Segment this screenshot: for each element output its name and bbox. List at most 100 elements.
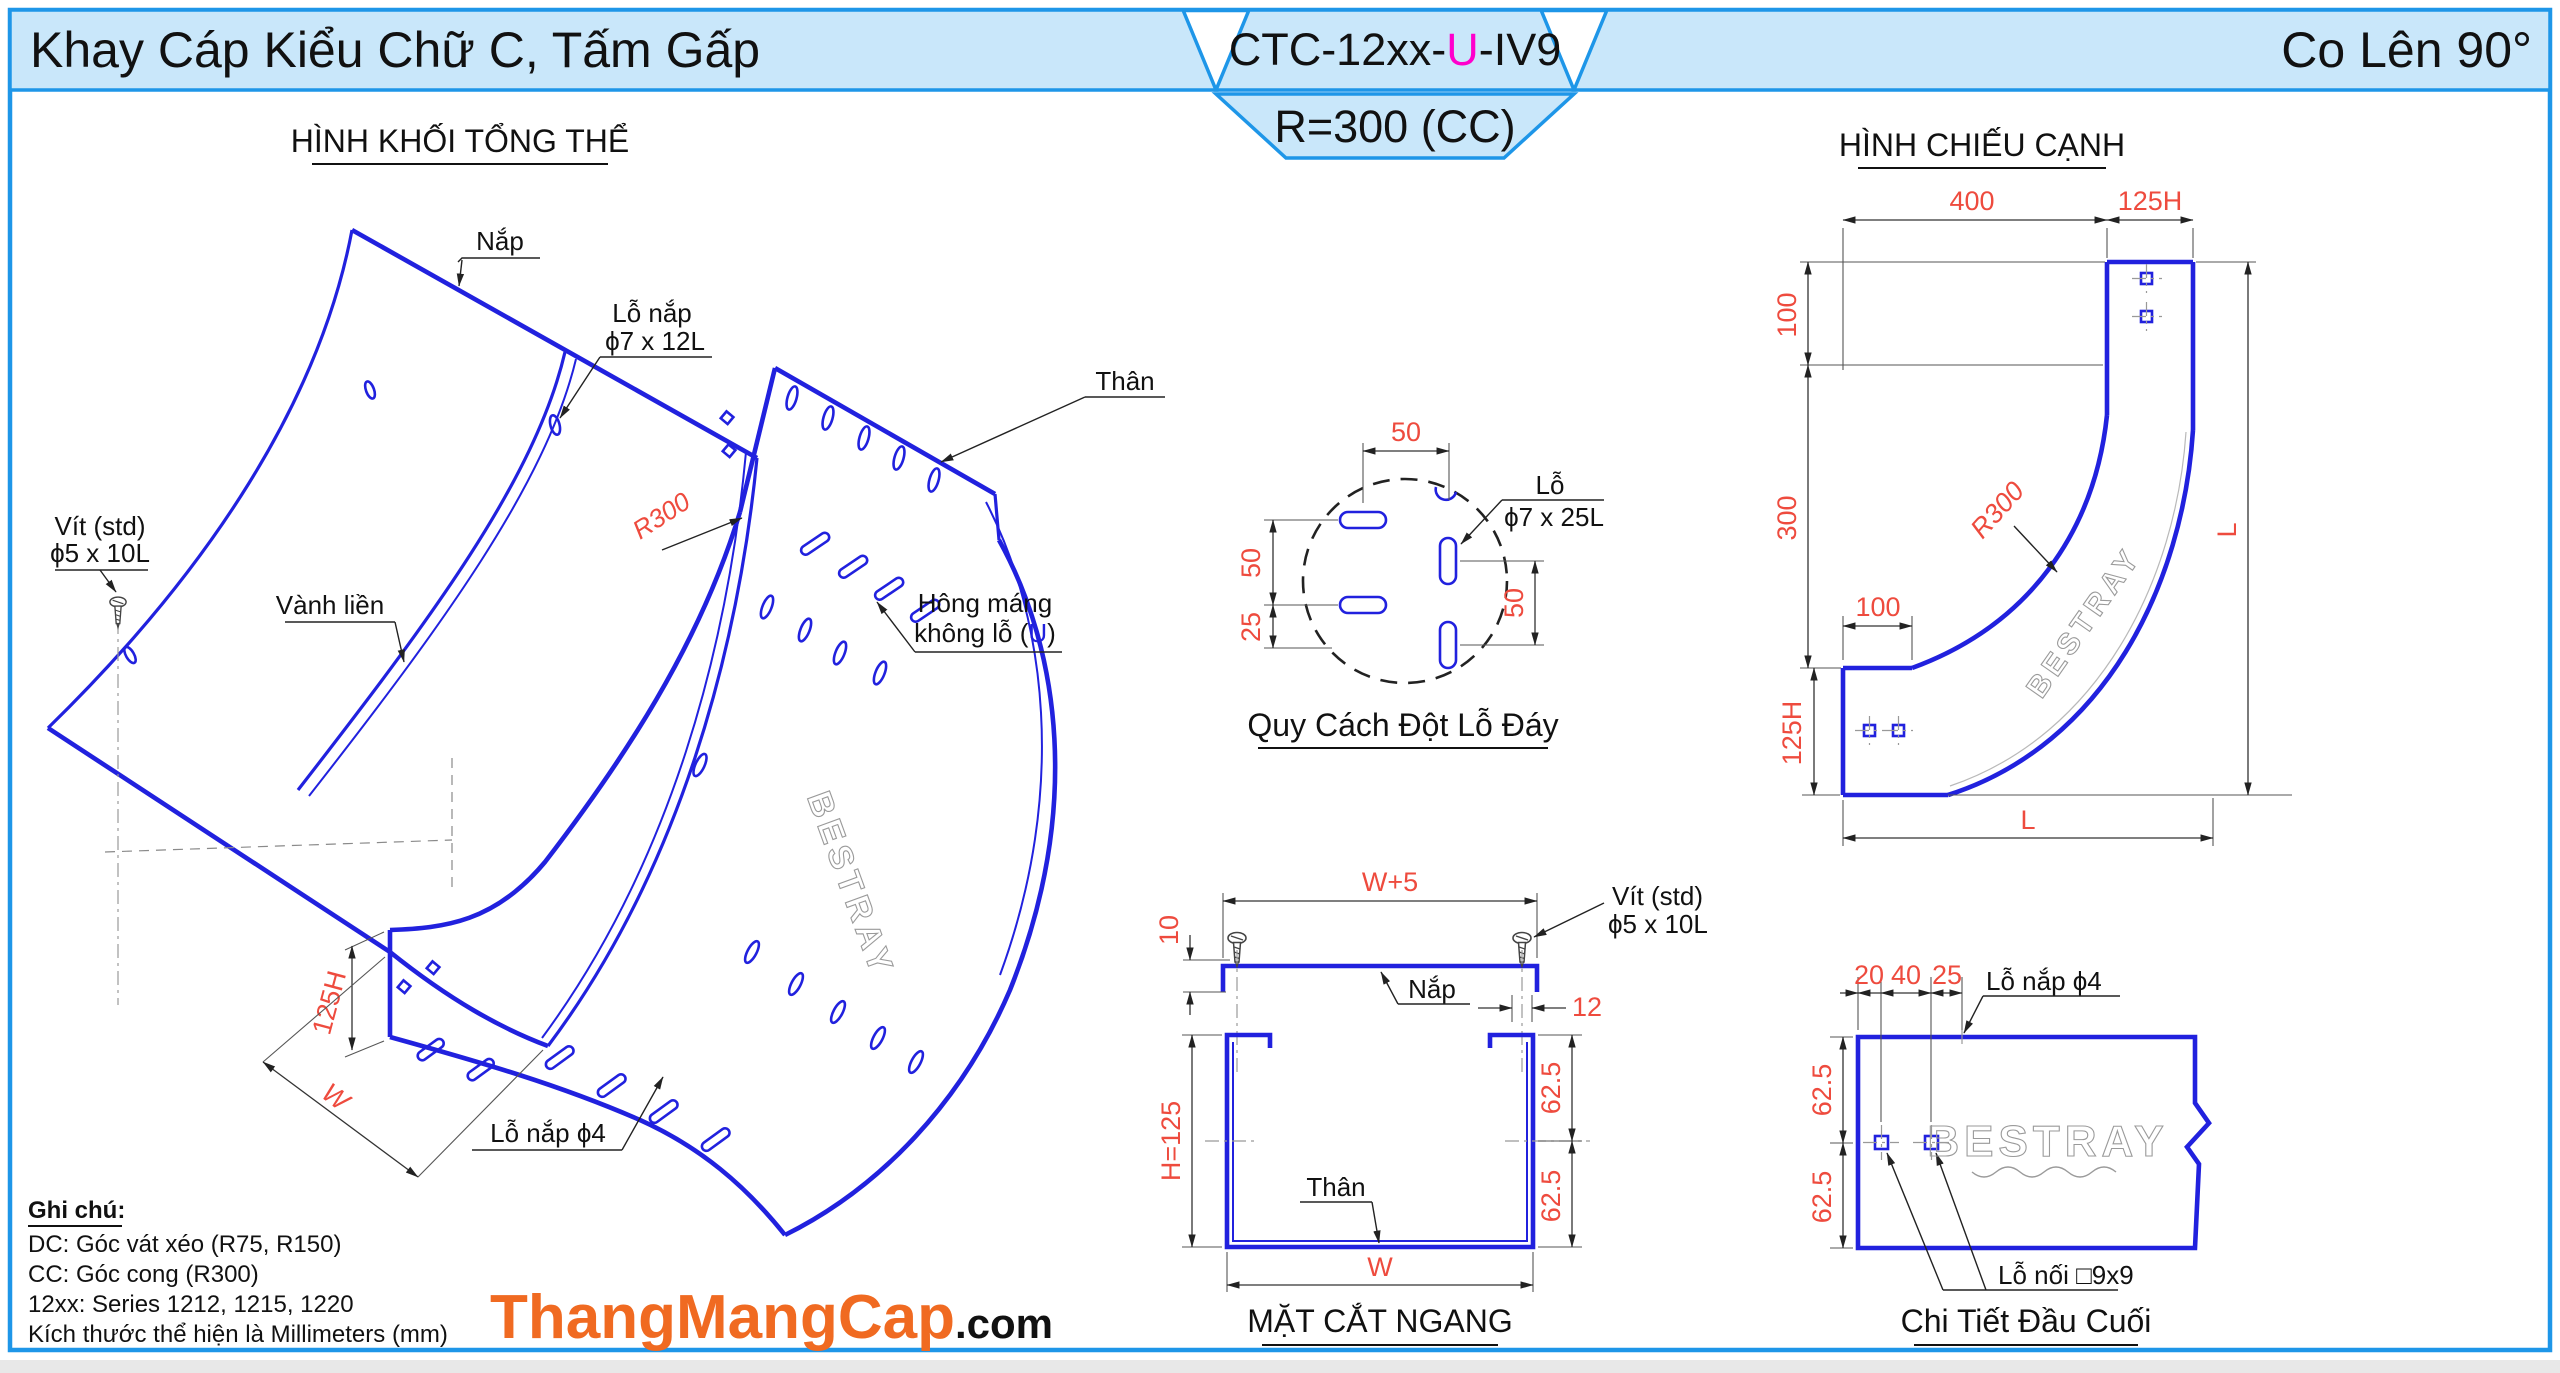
- label-lo: Lỗ: [1536, 470, 1565, 500]
- dim-25-left: 25: [1236, 612, 1266, 642]
- label-lo-nap4: Lỗ nắp ϕ4: [490, 1118, 606, 1148]
- dim-625-top: 62.5: [1536, 1062, 1566, 1115]
- label-vit-size: ϕ5 x 10L: [50, 538, 150, 568]
- end-plate: [1855, 1034, 2212, 1251]
- bestray-watermark-end: BESTRAY: [1927, 1117, 2168, 1166]
- label-lo-noi: Lỗ nối □9x9: [1998, 1260, 2134, 1290]
- dim-50-left: 50: [1236, 548, 1266, 578]
- dim-20: 20: [1854, 960, 1884, 990]
- cross-section: W+5 10 12 H=125 62.5 62.5: [1154, 867, 1708, 1346]
- label-hong-mang: Hông máng: [918, 588, 1052, 618]
- iso-slots-upper: [785, 385, 941, 493]
- label-lo-nap4-end: Lỗ nắp ϕ4: [1986, 966, 2102, 996]
- end-dimensions: 20 40 25 62.5 62.5: [1807, 960, 1963, 1249]
- iso-slots-mid: [692, 594, 888, 778]
- label-vit: Vít (std): [54, 511, 145, 541]
- dim-10: 10: [1154, 915, 1184, 945]
- iso-labels: Nắp Lỗ nắp ϕ7 x 12L Thân R300 Vít (std) …: [50, 226, 1165, 1151]
- dim-300: 300: [1772, 495, 1802, 540]
- punch-dimensions: 50 50 25 50: [1236, 417, 1544, 649]
- bestray-watermark-side: BESTRAY: [2020, 541, 2148, 704]
- iso-body-piece: [387, 366, 1058, 1238]
- dim-l-bottom: L: [2020, 805, 2035, 835]
- iso-cover-piece: [46, 227, 759, 1049]
- section-labels: Nắp Thân Vít (std) ϕ5 x 10L: [1300, 881, 1708, 1244]
- dim-125h: 125H: [306, 968, 352, 1038]
- bestray-watermark-iso: BESTRAY: [799, 786, 901, 982]
- iso-slots-diagonal-upper: [799, 531, 941, 623]
- dim-w-bottom: W: [1367, 1252, 1393, 1282]
- notes-heading: Ghi chú:: [28, 1197, 125, 1224]
- section-body: [1224, 1032, 1536, 1250]
- radius-spec: R=300 (CC): [1274, 101, 1515, 152]
- label-r300: R300: [627, 486, 696, 545]
- dim-50-right: 50: [1499, 588, 1529, 618]
- notes-line-1: DC: Góc vát xéo (R75, R150): [28, 1231, 341, 1258]
- site-logo: ThangMangCap.com: [490, 1283, 1053, 1352]
- dim-625-bot-end: 62.5: [1807, 1171, 1837, 1224]
- iso-slots-lower: [743, 939, 925, 1075]
- section-cover: [1220, 963, 1540, 992]
- notes-block: Ghi chú: DC: Góc vát xéo (R75, R150) CC:…: [28, 1197, 448, 1348]
- dim-w: W: [316, 1077, 356, 1118]
- punch-circle: [1301, 477, 1509, 685]
- label-vit-size-section: ϕ5 x 10L: [1608, 909, 1708, 939]
- dim-125h-left: 125H: [1777, 701, 1807, 766]
- header-cell-right: [1571, 8, 2552, 92]
- dim-50-top: 50: [1391, 417, 1421, 447]
- label-hong-mang-2: không lỗ (U): [914, 618, 1056, 648]
- dim-r300-side: R300: [1965, 476, 2030, 544]
- label-nap: Nắp: [476, 226, 524, 256]
- dim-l-right: L: [2212, 522, 2242, 537]
- construction-line: [104, 839, 453, 853]
- dim-12: 12: [1572, 992, 1602, 1022]
- label-than-section: Thân: [1306, 1172, 1365, 1202]
- dim-w5: W+5: [1362, 867, 1418, 897]
- model-code: CTC-12xx-U-IV9: [1229, 24, 1562, 75]
- end-detail: 20 40 25 62.5 62.5 Lỗ nắp ϕ4 Lỗ nối □9x9…: [1807, 960, 2212, 1346]
- iso-slots-bottom-flange: [416, 1037, 731, 1153]
- section-body-inner: [1232, 1042, 1528, 1242]
- punch-detail: 50 50 25 50 Lỗ ϕ7 x 25L Quy Cách Đột Lỗ …: [1236, 417, 1604, 749]
- dim-25: 25: [1932, 960, 1962, 990]
- dim-40: 40: [1891, 960, 1921, 990]
- label-vanh-lien: Vành liền: [276, 590, 384, 620]
- notes-line-2: CC: Góc cong (R300): [28, 1261, 259, 1288]
- side-title: HÌNH CHIẾU CẠNH: [1839, 127, 2125, 163]
- section-title: MẶT CẮT NGANG: [1247, 1303, 1513, 1339]
- dim-100-top: 100: [1772, 292, 1802, 337]
- dim-125h-top: 125H: [2118, 186, 2183, 216]
- side-view: HÌNH CHIẾU CẠNH 40: [1772, 127, 2292, 846]
- header-banner: Khay Cáp Kiểu Chữ C, Tấm Gấp CTC-12xx-U-…: [8, 8, 2552, 160]
- notes-line-4: Kích thước thể hiện là Millimeters (mm): [28, 1321, 448, 1348]
- end-title: Chi Tiết Đầu Cuối: [1901, 1303, 2152, 1339]
- side-shape: [1840, 259, 2196, 798]
- label-than: Thân: [1095, 366, 1154, 396]
- notes-line-3: 12xx: Series 1212, 1215, 1220: [28, 1291, 354, 1318]
- label-lo-nap: Lỗ nắp: [612, 298, 692, 328]
- page-edge: [0, 1360, 2560, 1373]
- dim-100-bot: 100: [1855, 592, 1900, 622]
- label-vit-section: Vít (std): [1612, 881, 1703, 911]
- dim-400: 400: [1949, 186, 1994, 216]
- watermark-underline: [1971, 1166, 2117, 1178]
- label-nap-section: Nắp: [1408, 974, 1456, 1004]
- dim-625-top-end: 62.5: [1807, 1064, 1837, 1117]
- dim-625-bot: 62.5: [1536, 1170, 1566, 1223]
- side-dimensions: 400 125H 100 300 100 125H L L R300: [1772, 186, 2292, 846]
- product-type-title: Khay Cáp Kiểu Chữ C, Tấm Gấp: [30, 22, 760, 78]
- punch-title: Quy Cách Đột Lỗ Đáy: [1247, 707, 1558, 743]
- header-cell-radius: [1211, 92, 1579, 160]
- punch-slots: [1338, 486, 1458, 670]
- section-dimensions: W+5 10 12 H=125 62.5 62.5: [1154, 867, 1602, 1292]
- end-labels: Lỗ nắp ϕ4 Lỗ nối □9x9: [1886, 966, 2134, 1291]
- punch-hole-label: Lỗ ϕ7 x 25L: [1460, 470, 1604, 545]
- label-lo-nap-size: ϕ7 x 12L: [605, 326, 705, 356]
- label-lo-size: ϕ7 x 25L: [1504, 502, 1604, 532]
- isometric-view: HÌNH KHỐI TỔNG THỂ: [46, 123, 1165, 1238]
- fitting-type-title: Co Lên 90°: [2281, 22, 2532, 78]
- iso-title: HÌNH KHỐI TỔNG THỂ: [291, 123, 629, 159]
- iso-square-holes: [395, 409, 738, 995]
